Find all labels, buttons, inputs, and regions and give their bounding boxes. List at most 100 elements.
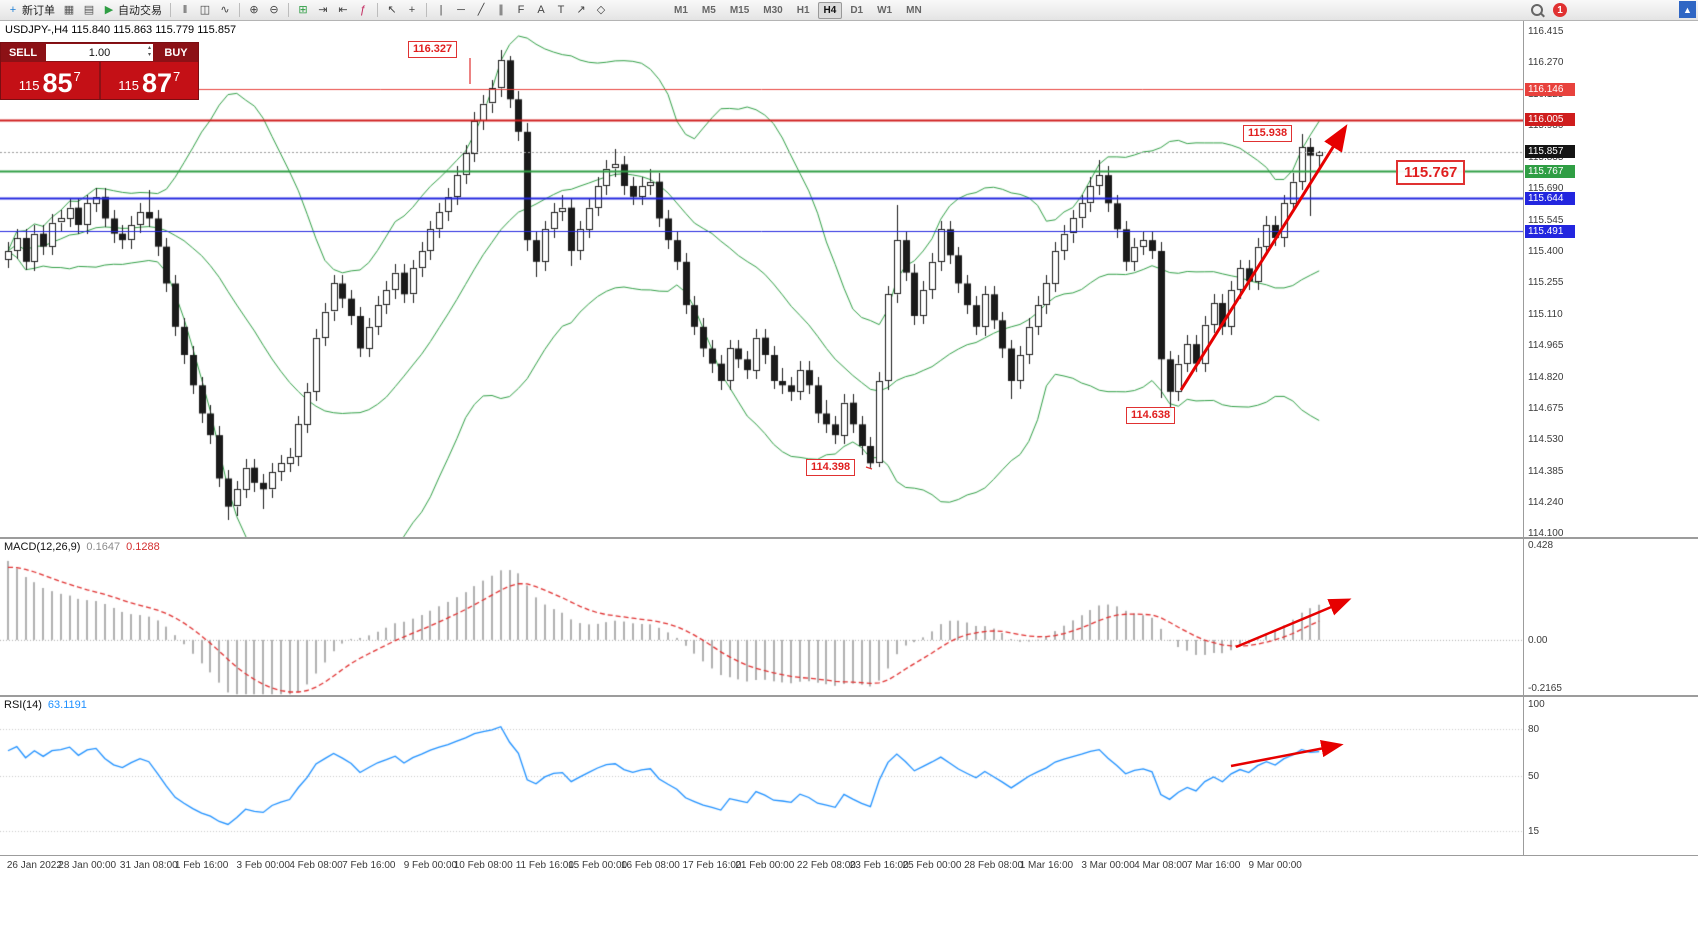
time-label: 1 Feb 16:00 bbox=[174, 860, 229, 871]
shapes-icon: ◇ bbox=[596, 4, 606, 16]
stepper-down-icon: ▾ bbox=[147, 52, 151, 58]
candlestick-chart-button[interactable]: ◫ bbox=[196, 3, 214, 17]
profiles-button[interactable]: ▤ bbox=[80, 3, 98, 17]
time-label: 26 Jan 2022 bbox=[6, 860, 62, 871]
volume-stepper[interactable]: ▴ ▾ bbox=[148, 45, 151, 59]
time-label: 3 Feb 00:00 bbox=[236, 860, 290, 871]
timeframe-h1-button[interactable]: H1 bbox=[796, 4, 810, 16]
volume-input[interactable]: 1.00 ▴ ▾ bbox=[46, 44, 153, 61]
new-order-button[interactable]: + 新订单 bbox=[4, 1, 58, 19]
price-badge-115491: 115.491 bbox=[1525, 224, 1575, 238]
text-label-button[interactable]: T bbox=[552, 3, 570, 17]
auto-scroll-button[interactable]: ⇥ bbox=[314, 3, 332, 17]
macd-panel-canvas[interactable] bbox=[0, 539, 1523, 695]
price-tick: 114.385 bbox=[1528, 465, 1564, 477]
autotrading-button[interactable]: ▶ 自动交易 bbox=[100, 1, 165, 19]
macd-signal-value: 0.1288 bbox=[126, 541, 160, 553]
toolbar-separator bbox=[170, 3, 171, 17]
price-tick: 115.690 bbox=[1528, 183, 1564, 195]
price-tick: 114.530 bbox=[1528, 434, 1564, 446]
fibonacci-icon: F bbox=[517, 4, 525, 16]
price-tick: 115.255 bbox=[1528, 277, 1564, 289]
sell-button[interactable]: SELL bbox=[8, 46, 38, 59]
timeframe-d1-button[interactable]: D1 bbox=[850, 4, 864, 16]
rsi-scale-tick: 80 bbox=[1528, 723, 1540, 735]
arrows-button[interactable]: ↗ bbox=[572, 3, 590, 17]
price-label-116327[interactable]: 116.327 bbox=[408, 41, 458, 58]
price-badge-115767: 115.767 bbox=[1525, 164, 1575, 178]
time-axis[interactable]: 26 Jan 2022 28 Jan 00:00 31 Jan 08:00 1 Feb… bbox=[0, 855, 1698, 878]
trendline-icon: ╱ bbox=[477, 4, 485, 16]
timeframe-m1-button[interactable]: M1 bbox=[674, 4, 688, 16]
ask-pip-digit: 7 bbox=[173, 69, 181, 84]
crosshair-button[interactable]: + bbox=[403, 3, 421, 17]
fibonacci-button[interactable]: F bbox=[512, 3, 530, 17]
vertical-line-icon: | bbox=[439, 4, 443, 16]
timeframe-m5-button[interactable]: M5 bbox=[701, 4, 716, 16]
time-label: 7 Mar 16:00 bbox=[1186, 860, 1241, 871]
rsi-scale-tick: 15 bbox=[1528, 826, 1540, 838]
time-label: 10 Feb 08:00 bbox=[453, 860, 513, 871]
trendline-button[interactable]: ╱ bbox=[472, 3, 490, 17]
tile-windows-button[interactable]: ⊞ bbox=[294, 3, 312, 17]
bar-chart-icon: ‖ bbox=[182, 4, 188, 16]
up-arrow-button[interactable]: ▲ bbox=[1679, 1, 1696, 18]
time-label: 7 Feb 16:00 bbox=[342, 860, 396, 871]
line-chart-button[interactable]: ∿ bbox=[216, 3, 234, 17]
toolbar-separator bbox=[239, 3, 240, 17]
panel-separator[interactable] bbox=[0, 695, 1698, 697]
price-label-115767[interactable]: 115.767 bbox=[1396, 160, 1466, 185]
timeframe-mn-button[interactable]: MN bbox=[906, 4, 922, 16]
stepper-up-icon: ▴ bbox=[147, 45, 151, 51]
cursor-button[interactable]: ↖ bbox=[383, 3, 401, 17]
zoom-out-button[interactable]: ⊖ bbox=[265, 3, 283, 17]
chart-shift-button[interactable]: ⇤ bbox=[334, 3, 352, 17]
bid-price[interactable]: 115 85 7 bbox=[1, 62, 99, 99]
rsi-name: RSI(14) bbox=[4, 699, 42, 711]
trade-panel-price-row: 115 85 7 115 87 7 bbox=[1, 62, 198, 99]
price-scale[interactable]: 116.415116.270116.125115.980115.835115.6… bbox=[1524, 0, 1698, 900]
text-button[interactable]: A bbox=[532, 3, 550, 17]
buy-button[interactable]: BUY bbox=[164, 46, 188, 59]
main-chart-canvas[interactable] bbox=[0, 20, 1523, 537]
price-label-114398[interactable]: 114.398 bbox=[806, 459, 856, 476]
auto-scroll-icon: ⇥ bbox=[318, 4, 328, 16]
ask-price[interactable]: 115 87 7 bbox=[98, 62, 198, 99]
bar-chart-button[interactable]: ‖ bbox=[176, 3, 194, 17]
rsi-scale-tick: 100 bbox=[1528, 699, 1545, 710]
timeframe-m30-button[interactable]: M30 bbox=[763, 4, 783, 16]
cursor-icon: ↖ bbox=[387, 4, 397, 16]
trade-panel-top-row: SELL 1.00 ▴ ▾ BUY bbox=[1, 43, 198, 62]
horizontal-line-icon: ─ bbox=[457, 4, 465, 16]
equidistant-channel-button[interactable]: ∥ bbox=[492, 3, 510, 17]
price-tick: 116.415 bbox=[1528, 26, 1564, 38]
horizontal-line-button[interactable]: ─ bbox=[452, 3, 470, 17]
panel-separator[interactable] bbox=[0, 537, 1698, 539]
time-label: 11 Feb 16:00 bbox=[515, 860, 574, 871]
timeframe-w1-button[interactable]: W1 bbox=[877, 4, 893, 16]
vertical-line-button[interactable]: | bbox=[432, 3, 450, 17]
indicators-button[interactable]: ƒ bbox=[354, 3, 372, 17]
autotrading-icon: ▶ bbox=[104, 4, 114, 16]
rsi-panel-canvas[interactable] bbox=[0, 697, 1523, 855]
price-tick: 115.545 bbox=[1528, 214, 1564, 226]
search-icon[interactable] bbox=[1531, 4, 1543, 16]
notification-badge[interactable]: 1 bbox=[1553, 3, 1567, 17]
timeframe-m15-button[interactable]: M15 bbox=[729, 4, 750, 16]
chart-windows-icon: ▦ bbox=[63, 4, 75, 16]
tile-windows-icon: ⊞ bbox=[298, 4, 308, 16]
shapes-button[interactable]: ◇ bbox=[592, 3, 610, 17]
price-tick: 114.820 bbox=[1528, 371, 1564, 383]
chart-windows-button[interactable]: ▦ bbox=[60, 3, 78, 17]
macd-scale-tick: 0.428 bbox=[1528, 539, 1554, 551]
price-label-114638[interactable]: 114.638 bbox=[1126, 407, 1176, 424]
price-tick: 114.240 bbox=[1528, 497, 1564, 509]
timeframe-h4-button[interactable]: H4 bbox=[817, 1, 843, 19]
zoom-in-button[interactable]: ⊕ bbox=[245, 3, 263, 17]
time-label: 9 Feb 00:00 bbox=[403, 860, 458, 871]
toolbar-right: 1 bbox=[1531, 3, 1695, 17]
rsi-value: 63.1191 bbox=[47, 699, 87, 711]
macd-main-value: 0.1647 bbox=[86, 541, 121, 553]
price-label-115938[interactable]: 115.938 bbox=[1243, 125, 1293, 142]
chart-ohlc-readout: USDJPY-,H4 115.840 115.863 115.779 115.8… bbox=[5, 24, 237, 36]
